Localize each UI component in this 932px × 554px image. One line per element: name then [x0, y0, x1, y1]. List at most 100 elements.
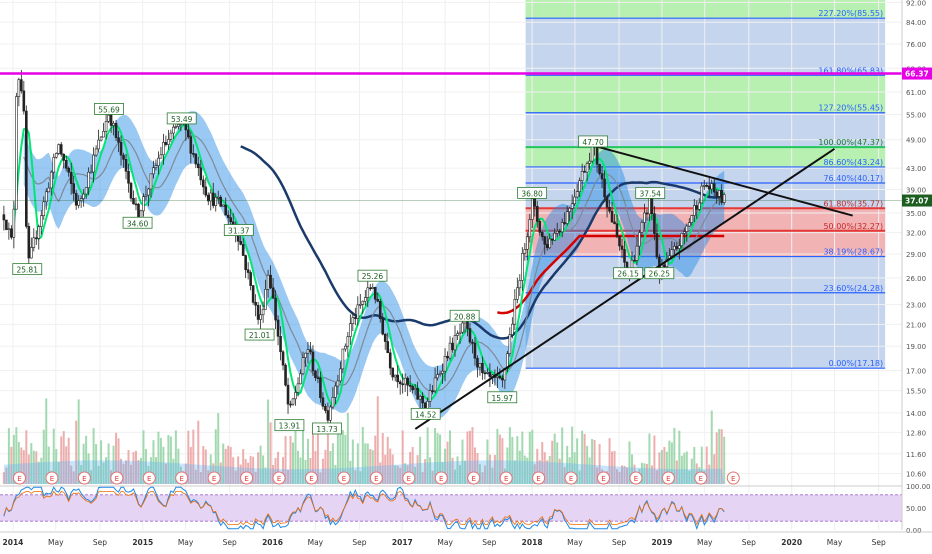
price-annotation: 34.60: [122, 216, 153, 229]
price-tick-label: 84.00: [906, 19, 926, 27]
candle: [211, 182, 215, 209]
candle: [678, 238, 681, 260]
volume-bar: [197, 420, 200, 484]
candle-body: [496, 375, 499, 378]
earnings-label: E: [569, 475, 573, 483]
candle: [99, 136, 103, 142]
candle: [7, 222, 11, 240]
time-tick-label: May: [178, 538, 194, 547]
candle-body: [339, 368, 342, 382]
candle-body: [486, 372, 489, 374]
earnings-circle: [207, 471, 221, 485]
earnings-label: E: [666, 475, 670, 483]
earnings-label: E: [536, 475, 540, 483]
volume-bar: [563, 467, 566, 484]
earnings-marker: E: [596, 471, 610, 485]
price-tick-label: 43.00: [906, 165, 926, 173]
candle-body: [578, 180, 581, 192]
candle-body: [363, 297, 367, 302]
candle: [635, 237, 639, 266]
volume-bar: [254, 471, 257, 484]
earnings-circle: [661, 471, 675, 485]
candle-body: [423, 402, 427, 409]
candle-body: [451, 342, 454, 351]
price-annotation: 31.37: [223, 224, 254, 236]
candle-body: [92, 154, 95, 173]
oscillator-band: [0, 494, 902, 522]
candle: [710, 179, 714, 194]
candle: [585, 161, 589, 182]
candle-body: [633, 259, 636, 262]
fib-level-label: 61.80%(35.77): [823, 199, 883, 208]
volume-bar: [693, 446, 696, 484]
candle: [363, 290, 367, 306]
fib-level-label: 23.60%(24.28): [823, 284, 883, 293]
grid: [0, 0, 902, 530]
fib-level-label: 227.20%(85.55): [818, 9, 883, 18]
volume-bar: [578, 470, 581, 484]
volume-bar: [700, 446, 703, 484]
earnings-circle: [337, 471, 351, 485]
oscillator-tick-label: 50.00: [906, 505, 926, 513]
volume-bar: [491, 467, 494, 484]
time-tick-label: Sep: [482, 538, 496, 547]
candle-body: [361, 300, 365, 305]
volume-bar: [586, 445, 589, 484]
volume-bar: [516, 436, 519, 484]
price-annotation: 55.69: [94, 103, 124, 115]
candle-body: [640, 222, 644, 233]
candle-body: [89, 171, 93, 174]
volume-bar: [621, 465, 624, 484]
candle: [122, 152, 125, 168]
candle-body: [388, 352, 392, 369]
candle-body: [301, 357, 305, 375]
earnings-marker: E: [110, 471, 124, 485]
candle: [645, 209, 649, 221]
volume-bar: [561, 427, 564, 484]
candle-body: [478, 363, 482, 368]
volume-bar: [316, 431, 319, 484]
candle-body: [109, 114, 113, 126]
candle: [127, 163, 130, 193]
candle-body: [570, 203, 574, 209]
candle-body: [550, 238, 554, 241]
candle-body: [266, 274, 270, 290]
price-annotation: 53.49: [166, 112, 197, 125]
volume-bar: [366, 443, 369, 484]
candle-body: [274, 297, 277, 321]
volume-bar: [209, 454, 212, 484]
candle: [685, 223, 689, 242]
candle: [525, 232, 529, 261]
volume-bar: [501, 438, 504, 484]
candle: [473, 336, 477, 366]
candle-body: [221, 204, 225, 207]
volume-bar: [521, 431, 524, 484]
volume-bar: [27, 454, 30, 484]
candle-body: [344, 345, 347, 350]
volume-bar: [277, 451, 280, 484]
candle-body: [555, 230, 559, 234]
candle-body: [528, 219, 532, 238]
volume-bar: [324, 449, 327, 484]
candle-body: [560, 222, 564, 233]
volume-bar: [414, 466, 417, 484]
candle: [346, 332, 350, 358]
candle-body: [678, 245, 681, 249]
annotation-label: 47.70: [582, 138, 604, 147]
candle-body: [94, 148, 98, 156]
volume-bar: [167, 435, 170, 484]
volume-bar: [678, 430, 681, 484]
candle: [94, 145, 98, 157]
candle: [640, 220, 644, 238]
candle-body: [69, 171, 73, 184]
trendlines: [414, 144, 853, 430]
candle-body: [27, 226, 31, 259]
volume-bar: [456, 456, 459, 484]
volume-bar: [334, 464, 337, 484]
earnings-circle: [596, 471, 610, 485]
volume-bar: [583, 433, 586, 484]
volume-bar: [177, 448, 180, 484]
magenta-price-tag: 66.37: [902, 67, 932, 80]
candle-body: [438, 373, 442, 375]
candle: [513, 289, 517, 331]
